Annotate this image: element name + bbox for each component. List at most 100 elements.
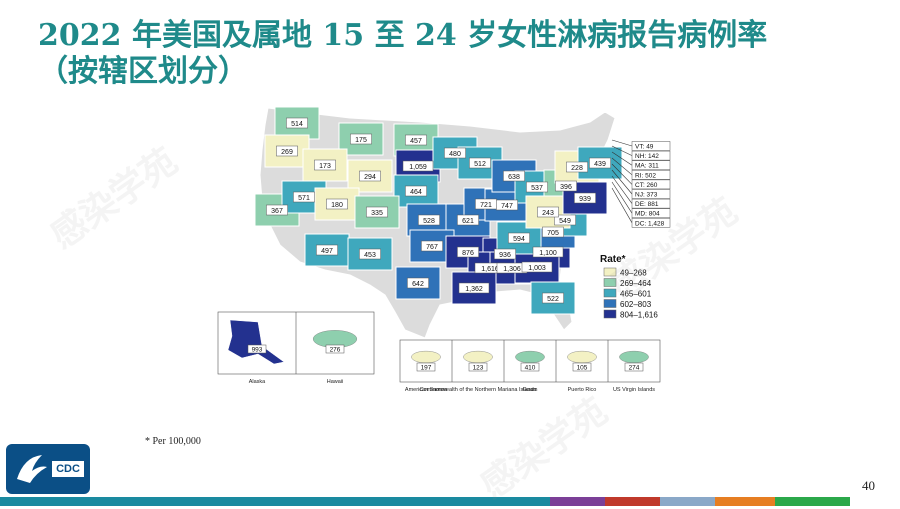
state-rate-label: 705 <box>547 230 559 237</box>
inset-rate-label: 197 <box>421 365 432 372</box>
inset-region <box>515 350 545 364</box>
callout-box <box>631 179 671 190</box>
state-rate-box <box>276 145 298 157</box>
callout-label: CT: 260 <box>635 182 658 189</box>
state-rate-box <box>542 226 564 238</box>
state-rate-label: 594 <box>513 236 525 243</box>
state-rate-box <box>503 170 525 182</box>
callout-label: MA: 311 <box>635 163 659 170</box>
state-rate-label: 939 <box>579 196 591 203</box>
state-rate-box <box>537 206 559 218</box>
page-number: 40 <box>862 478 875 493</box>
callout-box <box>631 218 671 228</box>
title-line-2: （按辖区划分） <box>38 54 248 89</box>
callout-label: RI: 502 <box>635 172 656 179</box>
state-rate-box <box>405 134 427 146</box>
state-rate-label: 528 <box>423 218 435 225</box>
state-rate-label: 367 <box>271 208 283 215</box>
state-rate-label: 721 <box>480 202 492 209</box>
legend-title: Rate* <box>600 254 626 265</box>
callout-box <box>631 141 671 151</box>
inset-rate-label: 410 <box>525 365 536 372</box>
inset-name: Commonwealth of the Northern Mariana Isl… <box>420 387 537 393</box>
legend-label: 804–1,616 <box>620 311 658 320</box>
inset-region <box>463 350 493 364</box>
inset-name: Alaska <box>249 379 266 385</box>
legend-label: 49–268 <box>620 269 647 278</box>
bottom-bar-segment <box>270 497 360 506</box>
callout-leader <box>611 169 633 195</box>
state-rate-box <box>458 282 490 294</box>
state-rate-box <box>350 133 372 145</box>
state-rate-label: 1,059 <box>409 164 427 171</box>
state-rate-label: 269 <box>281 149 293 156</box>
callout-leader <box>611 181 633 214</box>
callout-box <box>631 160 671 170</box>
state-rate-label: 173 <box>319 163 331 170</box>
callout-leader <box>611 187 633 223</box>
state-rate-label: 175 <box>355 137 367 144</box>
inset-region <box>411 350 441 364</box>
inset-frame-territories <box>399 339 661 383</box>
inset-rate-label: 274 <box>629 365 640 372</box>
state-rate-box <box>366 206 388 218</box>
callout-leader <box>611 157 633 176</box>
callout-box <box>631 208 671 218</box>
state-rate-box <box>457 214 479 226</box>
state-rate-label: 512 <box>474 161 486 168</box>
state-rate-label: 876 <box>462 250 474 257</box>
cdc-logo: CDC <box>6 444 90 494</box>
legend-label: 465–601 <box>620 290 652 299</box>
callout-box <box>631 189 671 199</box>
inset-rate-box <box>468 362 488 372</box>
state-rate-label: 537 <box>531 185 543 192</box>
state-rate-box <box>521 261 553 273</box>
callout-leader <box>611 145 633 156</box>
state-rate-label: 747 <box>501 203 513 210</box>
state-rate-label: 522 <box>547 296 559 303</box>
legend-label: 269–464 <box>620 279 652 288</box>
state-rate-label: 396 <box>560 184 572 191</box>
inset-name: American Samoa <box>405 387 448 393</box>
callout-label: NH: 142 <box>635 153 659 160</box>
state-rate-label: 228 <box>571 165 583 172</box>
inset-region-alaska <box>227 319 285 365</box>
legend-swatch <box>603 309 617 319</box>
state-rate-box <box>566 161 588 173</box>
footnote: * Per 100,000 <box>145 436 201 447</box>
state-rate-box <box>402 160 434 172</box>
inset-rate-label: 105 <box>577 365 588 372</box>
state-rate-label: 480 <box>449 151 461 158</box>
title-line-1: 2022 年美国及属地 15 至 24 岁女性淋病报告病例率 <box>38 18 768 53</box>
state-rate-label: 767 <box>426 244 438 251</box>
inset-name: Puerto Rico <box>568 387 597 393</box>
state-rate-box <box>526 181 548 193</box>
legend-label: 602–803 <box>620 300 652 309</box>
state-rate-box <box>508 232 530 244</box>
bottom-bar-segment <box>0 497 90 506</box>
state-rate-box <box>494 248 516 260</box>
callout-label: DC: 1,428 <box>635 220 665 227</box>
state-rate-box <box>314 159 336 171</box>
state-rate-box <box>554 214 576 226</box>
state-rate-box <box>542 292 564 304</box>
state-rate-label: 642 <box>412 281 424 288</box>
state-rate-box <box>293 191 315 203</box>
callout-label: NJ: 373 <box>635 192 658 199</box>
callout-label: DE: 881 <box>635 201 659 208</box>
state-rate-box <box>532 246 564 258</box>
state-rate-box <box>266 204 288 216</box>
callout-leader <box>611 175 633 204</box>
state-rate-label: 1,306 <box>503 266 521 273</box>
state-rate-box <box>555 180 577 192</box>
callout-leader <box>611 151 633 166</box>
state-rate-box <box>316 244 338 256</box>
bottom-bar-segment <box>605 497 660 506</box>
state-rate-label: 638 <box>508 174 520 181</box>
callout-box <box>631 170 671 180</box>
inset-rate-box <box>325 344 345 354</box>
state-rate-label: 453 <box>364 252 376 259</box>
inset-rate-label: 993 <box>252 347 263 354</box>
inset-region <box>567 350 597 364</box>
